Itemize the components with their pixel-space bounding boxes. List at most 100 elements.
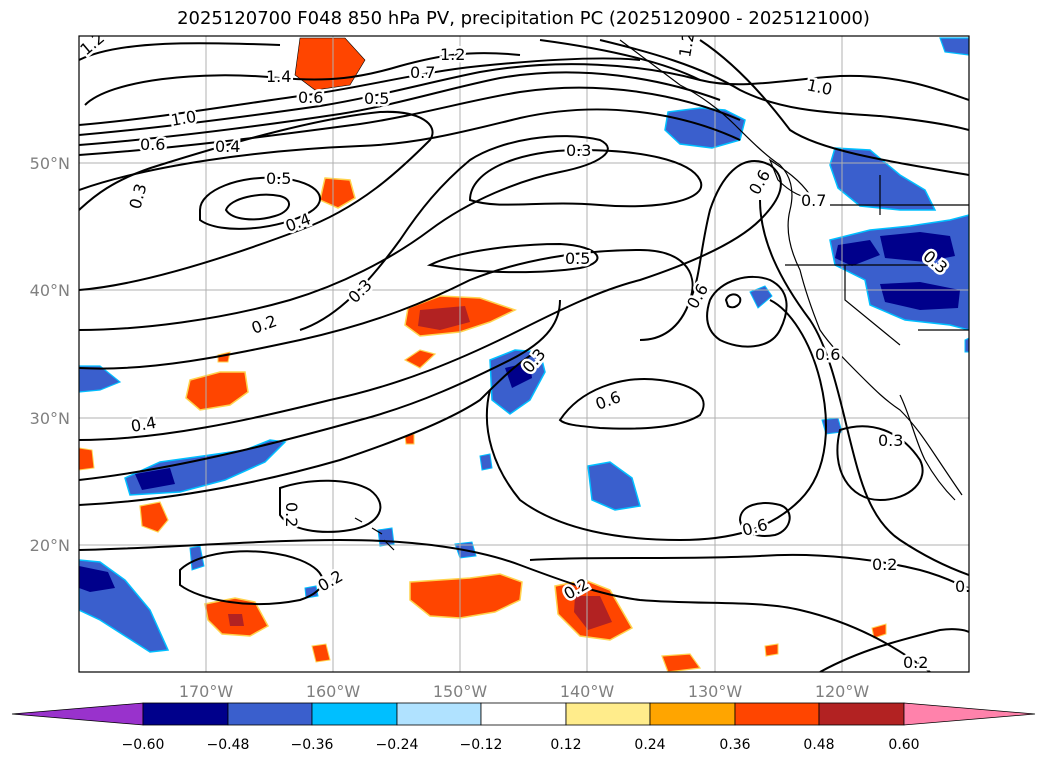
latitude-tick: 30°N bbox=[30, 409, 70, 428]
pv-contour-line bbox=[199, 176, 321, 230]
map-frame-border bbox=[78, 35, 970, 673]
pv-contour-line bbox=[738, 502, 791, 537]
pv-contour-line bbox=[759, 199, 969, 576]
precip-positive-area bbox=[185, 371, 249, 411]
colorbar-extend-high bbox=[903, 702, 1036, 726]
colorbar-tick: 0.12 bbox=[550, 737, 581, 753]
colorbar-tick: 0.48 bbox=[803, 737, 834, 753]
pv-contour-line bbox=[79, 538, 931, 672]
precip-negative-area bbox=[587, 461, 641, 511]
colorbar-tick: −0.36 bbox=[291, 737, 334, 753]
pv-contour-line bbox=[426, 242, 599, 274]
precip-positive-area bbox=[228, 614, 244, 626]
latitude-tick: 50°N bbox=[30, 154, 70, 173]
colorbar-bin bbox=[480, 702, 567, 726]
precip-negative-area bbox=[749, 285, 773, 309]
colorbar-bin bbox=[396, 702, 482, 726]
precip-negative-area bbox=[79, 566, 115, 592]
precip-negative-area bbox=[880, 282, 960, 310]
map-gridlines bbox=[79, 36, 969, 672]
pv-contour-line bbox=[79, 135, 609, 331]
contour-label: 0.2 bbox=[903, 653, 928, 672]
pv-contour-line bbox=[706, 275, 788, 348]
contour-label: 0.7 bbox=[410, 63, 435, 82]
baja-coast bbox=[899, 394, 956, 501]
precip-negative-area bbox=[664, 107, 746, 149]
precip-positive-area bbox=[311, 643, 331, 663]
colorbar-tick: −0.24 bbox=[376, 737, 419, 753]
pv-contour-line bbox=[558, 378, 705, 430]
precip-negative-area bbox=[79, 365, 122, 393]
latitude-tick: 40°N bbox=[30, 281, 70, 300]
colorbar-bin bbox=[818, 702, 905, 726]
pv-contour-line bbox=[84, 52, 521, 106]
pv-contour-line bbox=[79, 42, 281, 61]
longitude-tick: 160°W bbox=[306, 682, 361, 701]
contour-label: 0.3 bbox=[955, 577, 980, 596]
pv-contour-line bbox=[279, 479, 382, 533]
precip-positive-area bbox=[319, 177, 356, 209]
colorbar-extend-low bbox=[11, 702, 144, 726]
precip-negative-area bbox=[880, 232, 955, 262]
contour-label: 0.2 bbox=[872, 555, 897, 574]
colorbar-tick-labels: −0.60 −0.48 −0.36 −0.24 −0.12 0.12 0.24 … bbox=[122, 737, 920, 753]
colorbar-bin bbox=[227, 702, 313, 726]
state-border bbox=[844, 265, 901, 346]
contour-label: 0.6 bbox=[140, 135, 165, 154]
colorbar bbox=[11, 702, 1036, 726]
colorbar-bin bbox=[565, 702, 651, 726]
coastlines bbox=[354, 39, 969, 551]
pv-contour-line bbox=[836, 425, 924, 502]
contour-label: 0.2 bbox=[282, 502, 301, 527]
colorbar-bin bbox=[734, 702, 820, 726]
precip-negative-area bbox=[939, 37, 969, 56]
precip-positive-area bbox=[403, 349, 437, 369]
longitude-tick: 170°W bbox=[179, 682, 234, 701]
pv-contour-line bbox=[485, 299, 827, 542]
pv-contour-line bbox=[599, 39, 969, 131]
contour-label: 0.3 bbox=[566, 141, 591, 160]
colorbar-tick: −0.48 bbox=[207, 737, 250, 753]
contour-label: 0.3 bbox=[878, 431, 903, 450]
precip-negative-area bbox=[135, 468, 175, 490]
latitude-tick: 20°N bbox=[30, 536, 70, 555]
contour-label: 1.4 bbox=[266, 67, 291, 86]
pv-contour-line bbox=[79, 71, 721, 146]
colorbar-bin bbox=[649, 702, 736, 726]
longitude-tick: 150°W bbox=[433, 682, 488, 701]
pv-contours bbox=[79, 39, 969, 672]
pv-contour-line bbox=[79, 349, 541, 506]
pv-contour-line bbox=[529, 553, 969, 589]
precip-negative-area bbox=[377, 527, 395, 547]
map-title: 2025120700 F048 850 hPa PV, precipitatio… bbox=[177, 8, 870, 29]
colorbar-tick: −0.60 bbox=[122, 737, 165, 753]
colorbar-bin bbox=[311, 702, 398, 726]
precip-negative-area bbox=[835, 240, 880, 266]
colorbar-tick: −0.12 bbox=[460, 737, 503, 753]
pv-contour-line bbox=[79, 86, 741, 156]
contour-label: 0.4 bbox=[215, 137, 240, 156]
colorbar-bin bbox=[142, 702, 229, 726]
precip-positive-area bbox=[661, 653, 702, 672]
colorbar-tick: 0.36 bbox=[719, 737, 750, 753]
longitude-tick: 120°W bbox=[815, 682, 870, 701]
contour-label: 0.5 bbox=[364, 89, 389, 108]
pv-contour-line bbox=[724, 293, 742, 309]
longitude-tick: 140°W bbox=[560, 682, 615, 701]
precip-negative-area bbox=[964, 337, 969, 353]
colorbar-tick: 0.60 bbox=[888, 737, 919, 753]
pv-contour-line bbox=[79, 160, 782, 441]
precip-negative-area bbox=[479, 453, 493, 471]
pv-contour-line bbox=[79, 63, 701, 136]
contour-label: 0.5 bbox=[266, 169, 291, 188]
pv-contour-line bbox=[79, 110, 434, 291]
latitude-tick-labels: 20°N 30°N 40°N 50°N bbox=[30, 154, 70, 555]
hawaii-islands bbox=[354, 517, 395, 551]
colorbar-tick: 0.24 bbox=[634, 737, 665, 753]
pv-contour-line bbox=[179, 550, 324, 605]
pv-contour-line bbox=[539, 39, 969, 101]
contour-label: 0.6 bbox=[815, 345, 840, 364]
pv-contour-line bbox=[79, 57, 641, 126]
contour-label: 0.6 bbox=[298, 88, 323, 107]
